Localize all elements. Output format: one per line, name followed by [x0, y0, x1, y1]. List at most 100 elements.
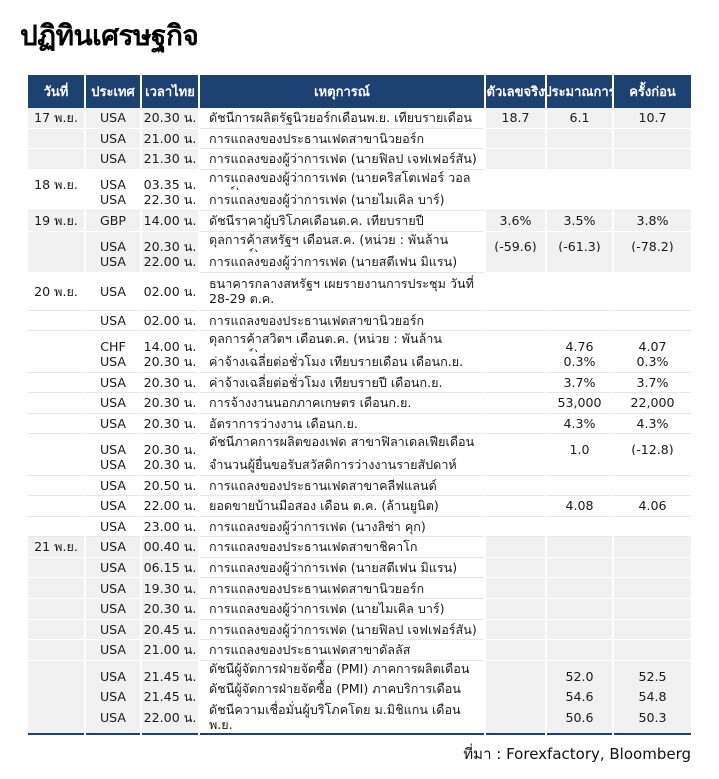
- table-row: USA 21.45 น. ดัชนีผู้จัดการฝ่ายจัดซื้อ (PM…: [28, 660, 691, 693]
- source-caption: ที่มา : Forexfactory, Bloomberg: [463, 745, 691, 763]
- cell-previous: 50.3: [614, 702, 691, 735]
- cell-event: การแถลงของผู้ว่าการเฟด (นางลิซ่า คุก): [200, 516, 484, 538]
- cell-time: 21.00 น.: [142, 640, 198, 661]
- column-header-event: เหตุการณ์: [200, 75, 484, 108]
- cell-date: [28, 475, 84, 497]
- table-row: 18 พ.ย. USA 03.35 น. การแถลงของผู้ว่าการเฟด…: [28, 169, 691, 202]
- cell-forecast: 50.6: [547, 702, 612, 735]
- table-row: USA 20.30 น. การแถลงของผู้ว่าการเฟด (นายไม…: [28, 599, 691, 620]
- cell-time: 19.30 น.: [142, 578, 198, 600]
- table-row: USA 21.30 น. การแถลงของผู้ว่าการเฟด (นายฟิ…: [28, 149, 691, 170]
- cell-event: อัตราการว่างงาน เดือนก.ย.: [200, 413, 484, 435]
- table-row: USA 20.30 น. อัตราการว่างงาน เดือนก.ย. 4.3%…: [28, 413, 691, 435]
- cell-forecast: [547, 557, 612, 579]
- cell-forecast: 4.3%: [547, 413, 612, 435]
- cell-forecast: 4.08: [547, 496, 612, 517]
- cell-event: จำนวนผู้ยื่นขอรับสวัสดิการว่างงานรายสัปด…: [200, 454, 484, 476]
- cell-actual: [486, 252, 545, 273]
- cell-actual: [486, 272, 545, 311]
- cell-event: การแถลงของประธานเฟดสาขาชิคาโก: [200, 537, 484, 558]
- column-header-time: เวลาไทย: [142, 75, 198, 108]
- cell-actual: [486, 190, 545, 211]
- cell-previous: [614, 557, 691, 579]
- table-row: USA 06.15 น. การแถลงของผู้ว่าการเฟด (นายสต…: [28, 557, 691, 579]
- cell-forecast: [547, 252, 612, 273]
- cell-event: การแถลงของประธานเฟดสาขานิวยอร์ก: [200, 128, 484, 150]
- cell-date: [28, 252, 84, 273]
- cell-previous: 0.3%: [614, 351, 691, 373]
- table-row: 19 พ.ย. GBP 14.00 น. ดัชนีราคาผู้บริโภคเดือ…: [28, 210, 691, 232]
- cell-time: 20.30 น.: [142, 599, 198, 620]
- cell-event: การแถลงของประธานเฟดสาขานิวยอร์ก: [200, 578, 484, 600]
- cell-event: การแถลงของผู้ว่าการเฟด (นายไมเคิล บาร์): [200, 599, 484, 620]
- table-row: USA 20.30 น. จำนวนผู้ยื่นขอรับสวัสดิการว่า…: [28, 454, 691, 476]
- cell-date: 19 พ.ย.: [28, 210, 84, 232]
- cell-time: 14.00 น.: [142, 210, 198, 232]
- table-row: 20 พ.ย. USA 02.00 น. ธนาคารกลางสหรัฐฯ เผยรา…: [28, 272, 691, 311]
- cell-date: 17 พ.ย.: [28, 108, 84, 129]
- cell-event: การแถลงของประธานเฟดสาขานิวยอร์ก: [200, 310, 484, 332]
- cell-country: USA: [86, 372, 140, 394]
- cell-forecast: 6.1: [547, 108, 612, 129]
- cell-time: 22.00 น.: [142, 496, 198, 517]
- cell-actual: 3.6%: [486, 210, 545, 232]
- table-row: USA 20.30 น. ค่าจ้างเฉลี่ยต่อชั่วโมง เทียบ…: [28, 351, 691, 373]
- cell-actual: 18.7: [486, 108, 545, 129]
- cell-time: 00.40 น.: [142, 537, 198, 558]
- table-row: USA 22.30 น. การแถลงของผู้ว่าการเฟด (นายไม…: [28, 190, 691, 211]
- cell-date: [28, 496, 84, 517]
- cell-time: 21.00 น.: [142, 128, 198, 150]
- cell-actual: [486, 454, 545, 476]
- cell-forecast: [547, 599, 612, 620]
- cell-event: ยอดขายบ้านมือสอง เดือน ต.ค. (ล้านยูนิต): [200, 496, 484, 517]
- column-header-date: วันที่: [28, 75, 84, 108]
- cell-date: [28, 149, 84, 170]
- cell-date: [28, 372, 84, 394]
- cell-forecast: [547, 619, 612, 641]
- cell-forecast: [547, 454, 612, 476]
- cell-event: การแถลงของผู้ว่าการเฟด (นายสตีเฟน มิแรน): [200, 557, 484, 579]
- cell-country: USA: [86, 496, 140, 517]
- cell-country: USA: [86, 516, 140, 538]
- cell-forecast: 3.7%: [547, 372, 612, 394]
- cell-time: 20.30 น.: [142, 393, 198, 414]
- cell-event: การแถลงของผู้ว่าการเฟด (นายสตีเฟน มิแรน): [200, 252, 484, 273]
- cell-date: [28, 190, 84, 211]
- column-header-country: ประเทศ: [86, 75, 140, 108]
- cell-country: USA: [86, 413, 140, 435]
- cell-event: ดัชนีการผลิตรัฐนิวยอร์กเดือนพ.ย. เทียบรา…: [200, 108, 484, 129]
- cell-actual: [486, 537, 545, 558]
- cell-previous: [614, 475, 691, 497]
- table-row: USA 20.45 น. การแถลงของผู้ว่าการเฟด (นายฟิ…: [28, 619, 691, 641]
- cell-forecast: 3.5%: [547, 210, 612, 232]
- cell-forecast: [547, 578, 612, 600]
- cell-country: USA: [86, 128, 140, 150]
- cell-actual: [486, 702, 545, 735]
- cell-previous: [614, 272, 691, 311]
- cell-event: การจ้างงานนอกภาคเกษตร เดือนก.ย.: [200, 393, 484, 414]
- cell-time: 22.00 น.: [142, 702, 198, 735]
- cell-forecast: 0.3%: [547, 351, 612, 373]
- table-row: USA 20.30 น. ดัชนีภาคการผลิตของเฟด สาขาฟิล…: [28, 434, 691, 467]
- cell-country: USA: [86, 537, 140, 558]
- cell-previous: [614, 537, 691, 558]
- cell-time: 02.00 น.: [142, 310, 198, 332]
- cell-country: USA: [86, 393, 140, 414]
- cell-previous: [614, 599, 691, 620]
- cell-forecast: [547, 475, 612, 497]
- cell-previous: 4.06: [614, 496, 691, 517]
- table-body: 17 พ.ย. USA 20.30 น. ดัชนีการผลิตรัฐนิวยอร์…: [28, 108, 691, 735]
- cell-forecast: [547, 190, 612, 211]
- cell-actual: [486, 599, 545, 620]
- cell-time: 20.30 น.: [142, 454, 198, 476]
- table-row: USA 22.00 น. การแถลงของผู้ว่าการเฟด (นายสต…: [28, 252, 691, 273]
- cell-actual: [486, 393, 545, 414]
- page-title: ปฏิทินเศรษฐกิจ: [20, 19, 199, 52]
- cell-actual: [486, 496, 545, 517]
- table-row: USA 20.50 น. การแถลงของประธานเฟดสาขาคลีฟแล…: [28, 475, 691, 497]
- cell-actual: [486, 619, 545, 641]
- cell-country: USA: [86, 475, 140, 497]
- cell-previous: 22,000: [614, 393, 691, 414]
- cell-time: 20.30 น.: [142, 108, 198, 129]
- cell-previous: [614, 640, 691, 661]
